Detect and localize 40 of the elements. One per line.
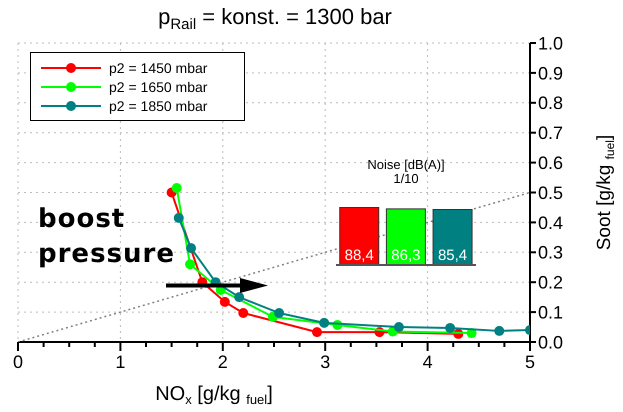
y-tick-label: 0.2 <box>538 272 564 293</box>
y-tick-label: 1.0 <box>538 33 564 54</box>
y-tick-label: 0.6 <box>538 152 564 173</box>
point <box>238 308 248 318</box>
legend-label: p2 = 1850 mbar <box>109 98 208 114</box>
point <box>274 308 284 318</box>
point <box>186 243 196 254</box>
y-tick-label: 0.0 <box>538 332 564 352</box>
point <box>220 296 230 307</box>
point <box>319 318 330 328</box>
y-tick-label: 0.8 <box>538 93 564 114</box>
x-tick-label: 0 <box>12 352 24 372</box>
point <box>312 327 322 338</box>
point <box>185 259 196 270</box>
x-axis-title: NO$_{x}$ [g/kg $_{fuel}$] <box>155 383 273 407</box>
y-tick-label: 0.1 <box>538 302 564 322</box>
data-label: 85,4 <box>438 247 468 264</box>
data-label: 86,3 <box>391 247 420 264</box>
chart-title: p$_{Rail}$ = konst. = 1300 bar <box>158 4 392 32</box>
chart-title: Noise [dB(A)] 1/10 <box>366 157 446 186</box>
point <box>445 322 456 333</box>
x-tick-label: 5 <box>524 352 536 372</box>
point <box>494 326 504 336</box>
x-tick-label: 4 <box>422 352 433 372</box>
x-tick-label: 3 <box>320 352 330 372</box>
point <box>234 292 244 302</box>
x-tick-label: 1 <box>115 352 126 372</box>
data-label: 88,4 <box>344 247 374 264</box>
legend-label: p2 = 1650 mbar <box>109 78 208 94</box>
point <box>172 183 182 194</box>
y-tick-label: 0.4 <box>538 212 564 233</box>
point <box>394 322 404 332</box>
legend-label: p2 = 1450 mbar <box>109 60 208 76</box>
x-tick-label: 2 <box>218 352 228 372</box>
y-tick-label: 0.3 <box>538 242 564 263</box>
y-tick-label: 0.9 <box>538 63 564 84</box>
annotation: boost pressure <box>38 203 176 271</box>
point <box>174 212 184 223</box>
y-tick-label: 0.5 <box>538 182 564 203</box>
y-tick-label: 0.7 <box>538 123 564 144</box>
